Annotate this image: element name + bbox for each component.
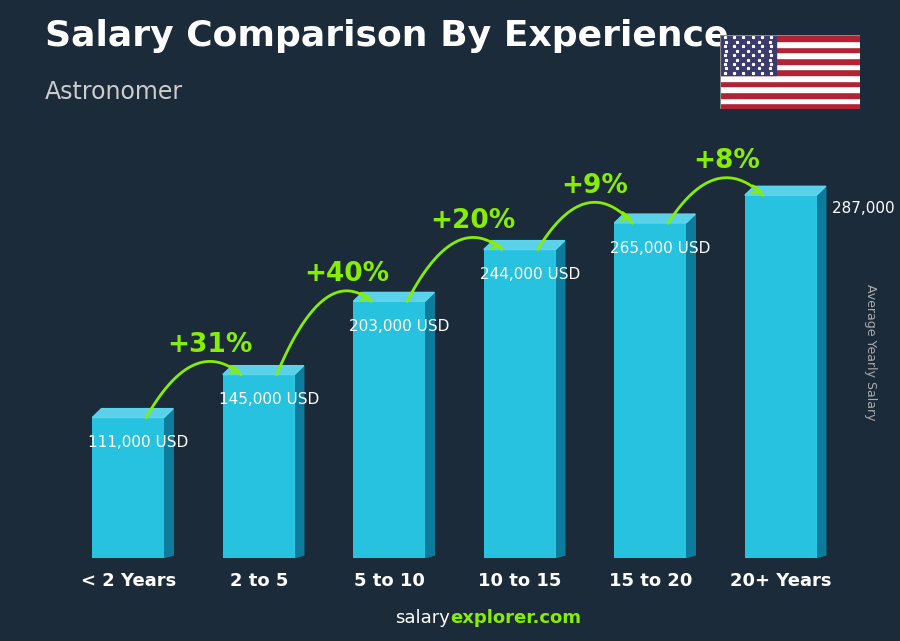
Bar xyxy=(720,35,859,41)
Bar xyxy=(720,58,859,63)
Polygon shape xyxy=(816,187,826,558)
Polygon shape xyxy=(294,365,304,558)
Text: 203,000 USD: 203,000 USD xyxy=(349,319,450,334)
Bar xyxy=(720,87,859,92)
Polygon shape xyxy=(615,214,696,223)
Bar xyxy=(720,103,859,109)
Text: explorer.com: explorer.com xyxy=(450,609,581,627)
Polygon shape xyxy=(223,365,304,374)
Polygon shape xyxy=(93,408,174,417)
Text: +8%: +8% xyxy=(693,148,760,174)
Polygon shape xyxy=(555,240,565,558)
Bar xyxy=(720,63,859,69)
Text: salary: salary xyxy=(395,609,450,627)
Text: +40%: +40% xyxy=(304,261,389,287)
Bar xyxy=(615,223,686,558)
Text: 287,000 USD: 287,000 USD xyxy=(832,201,900,217)
Bar xyxy=(720,47,859,53)
Bar xyxy=(720,69,859,75)
Text: 111,000 USD: 111,000 USD xyxy=(88,435,189,450)
Bar xyxy=(720,75,859,81)
Bar xyxy=(720,41,859,47)
Text: +31%: +31% xyxy=(167,331,253,358)
Polygon shape xyxy=(425,292,435,558)
Polygon shape xyxy=(354,292,435,301)
Polygon shape xyxy=(745,187,826,195)
Text: +9%: +9% xyxy=(562,172,628,199)
Bar xyxy=(223,374,294,558)
Text: Average Yearly Salary: Average Yearly Salary xyxy=(865,285,878,420)
Bar xyxy=(720,97,859,103)
Bar xyxy=(745,195,816,558)
Text: 145,000 USD: 145,000 USD xyxy=(219,392,320,407)
Bar xyxy=(354,301,425,558)
Text: +20%: +20% xyxy=(430,208,516,234)
Polygon shape xyxy=(686,214,696,558)
Text: 265,000 USD: 265,000 USD xyxy=(610,240,711,256)
Bar xyxy=(484,249,555,558)
Polygon shape xyxy=(164,408,174,558)
Bar xyxy=(720,81,859,87)
Bar xyxy=(93,417,164,558)
Bar xyxy=(720,35,776,75)
Text: Astronomer: Astronomer xyxy=(45,80,183,104)
Bar xyxy=(720,53,859,58)
Bar xyxy=(720,92,859,97)
Text: Salary Comparison By Experience: Salary Comparison By Experience xyxy=(45,19,728,53)
Polygon shape xyxy=(484,240,565,249)
Text: 244,000 USD: 244,000 USD xyxy=(480,267,580,282)
